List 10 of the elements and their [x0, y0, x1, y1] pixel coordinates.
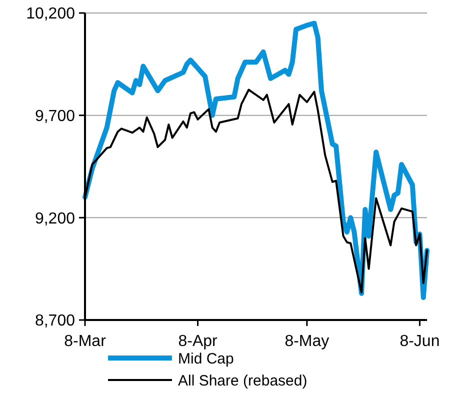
- legend-label: All Share (rebased): [178, 372, 308, 390]
- y-tick-label: 9,200: [34, 210, 76, 228]
- y-tick-label: 10,200: [26, 6, 76, 23]
- x-tick-label: 8-Jun: [400, 333, 440, 350]
- y-tick-label: 8,700: [34, 312, 76, 330]
- legend-label: Mid Cap: [178, 350, 234, 368]
- y-tick-label: 9,700: [34, 108, 76, 125]
- x-tick-label: 8-Apr: [178, 333, 218, 350]
- x-tick-label: 8-May: [284, 333, 330, 350]
- x-tick-label: 8-Mar: [64, 333, 107, 350]
